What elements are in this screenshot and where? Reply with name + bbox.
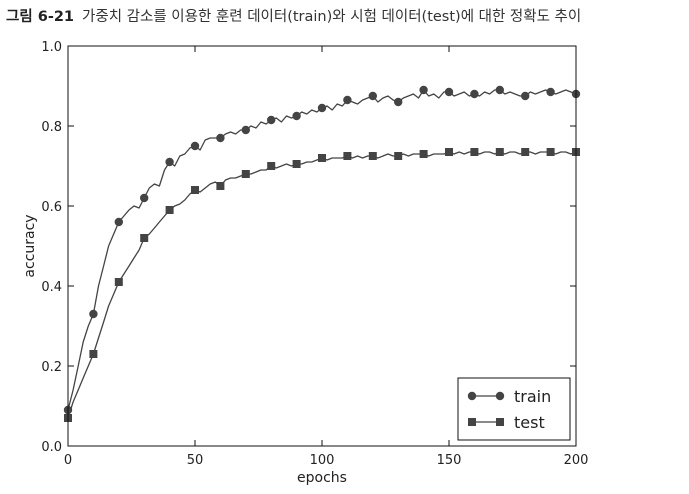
data-point-test <box>216 182 225 190</box>
data-point-test <box>191 186 199 194</box>
data-point-test <box>521 148 530 156</box>
data-point-test <box>368 152 377 160</box>
x-tick-label: 0 <box>64 453 72 468</box>
legend-label-test: test <box>514 413 545 432</box>
data-point-test <box>394 152 403 160</box>
legend: train test <box>457 377 571 441</box>
data-point-test <box>89 350 98 358</box>
data-point-test <box>140 234 149 242</box>
y-tick-label: 0.8 <box>41 120 62 135</box>
legend-box <box>457 377 571 441</box>
legend-marker-test <box>468 418 476 426</box>
legend-marker-train <box>495 391 505 401</box>
data-point-train <box>444 87 454 97</box>
legend-marker-test <box>496 418 504 426</box>
y-tick-label: 0.2 <box>41 360 62 375</box>
data-point-train <box>190 141 200 151</box>
data-point-test <box>318 154 326 162</box>
data-point-train <box>241 125 250 135</box>
data-point-test <box>419 150 428 158</box>
x-tick-label: 100 <box>310 453 335 468</box>
data-point-train <box>343 95 352 105</box>
figure-number: 그림 6-21 <box>6 9 75 25</box>
y-tick-label: 0.0 <box>41 440 62 455</box>
data-point-train <box>368 91 377 101</box>
data-point-test <box>114 278 123 286</box>
data-point-test <box>495 148 504 156</box>
data-point-train <box>419 85 428 95</box>
y-tick-label: 1.0 <box>41 40 62 55</box>
data-point-train <box>267 115 276 125</box>
data-point-train <box>546 87 555 97</box>
y-tick-label: 0.4 <box>41 280 62 295</box>
data-point-train <box>114 217 124 227</box>
data-point-train <box>521 91 530 101</box>
data-point-train <box>216 133 225 143</box>
data-point-train <box>140 193 149 203</box>
data-point-test <box>343 152 352 160</box>
x-axis-label: epochs <box>297 470 347 486</box>
data-point-test <box>292 160 301 168</box>
data-point-train <box>470 89 479 99</box>
series-line-train <box>67 89 577 411</box>
data-point-train <box>394 97 403 107</box>
data-point-train <box>317 103 327 113</box>
figure-caption: 그림 6-21 가중치 감소를 이용한 훈련 데이터(train)와 시험 데이터… <box>6 6 581 28</box>
data-point-test <box>546 148 555 156</box>
data-point-test <box>165 206 174 214</box>
legend-marker-train <box>467 391 477 401</box>
data-point-train <box>165 157 174 167</box>
legend-label-train: train <box>514 387 551 406</box>
data-point-test <box>470 148 479 156</box>
data-point-test <box>445 148 453 156</box>
figure-title: 가중치 감소를 이용한 훈련 데이터(train)와 시험 데이터(test)에… <box>82 9 582 25</box>
data-point-train <box>89 309 98 319</box>
data-point-test <box>267 162 276 170</box>
x-tick-label: 150 <box>437 453 462 468</box>
y-axis-label: accuracy <box>22 214 38 277</box>
data-point-train <box>292 111 301 121</box>
x-tick-label: 200 <box>564 453 589 468</box>
x-tick-label: 50 <box>187 453 204 468</box>
data-point-train <box>495 85 504 95</box>
y-tick-label: 0.6 <box>41 200 62 215</box>
data-point-test <box>241 170 250 178</box>
